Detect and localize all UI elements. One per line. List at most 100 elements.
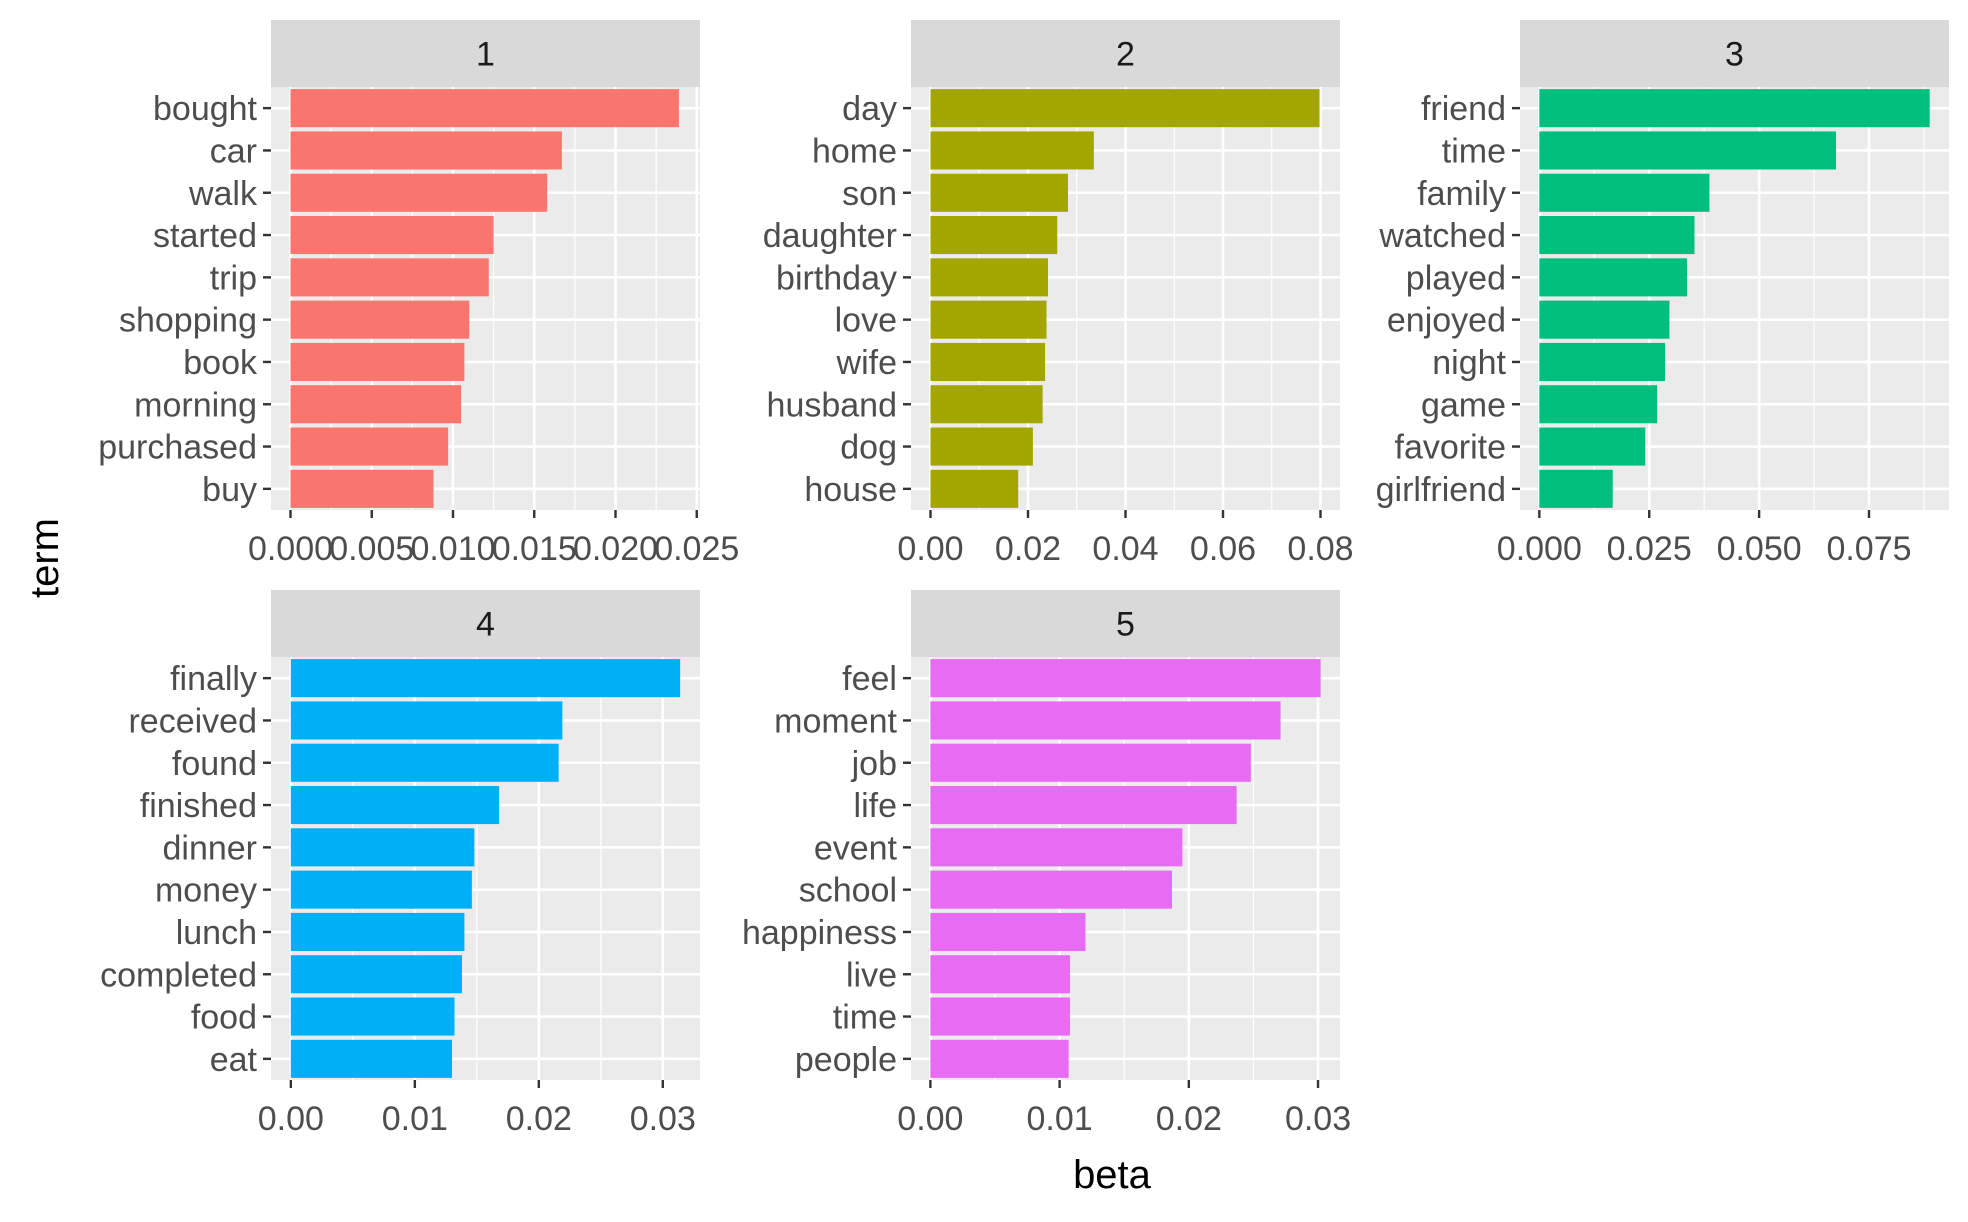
bar-finished	[290, 786, 500, 825]
bar-car	[290, 131, 562, 170]
term-label: night	[1432, 344, 1506, 382]
facet-strip	[271, 20, 700, 87]
x-tick-label: 0.00	[258, 1100, 324, 1138]
bar-completed	[290, 955, 462, 994]
bar-daughter	[930, 216, 1058, 255]
bar-house	[930, 469, 1019, 508]
term-label: completed	[100, 956, 257, 994]
term-label: received	[128, 702, 257, 740]
term-label: school	[799, 872, 897, 910]
term-label: game	[1421, 386, 1506, 424]
term-label: daughter	[763, 217, 897, 255]
x-tick-label: 0.000	[248, 530, 333, 568]
bar-live	[930, 955, 1070, 994]
facet-strip-label: 1	[476, 36, 495, 74]
facet-strip-label: 2	[1116, 36, 1135, 74]
bar-morning	[290, 385, 462, 424]
bar-event	[930, 828, 1183, 867]
term-label: bought	[153, 90, 258, 128]
term-label: friend	[1421, 90, 1506, 128]
term-label: son	[842, 175, 897, 213]
bar-life	[930, 786, 1237, 825]
bar-favorite	[1539, 427, 1646, 466]
term-label: happiness	[742, 914, 897, 952]
x-tick-label: 0.005	[329, 530, 414, 568]
bar-dinner	[290, 828, 475, 867]
bar-friend	[1539, 89, 1930, 128]
bar-bought	[290, 89, 679, 128]
term-label: live	[846, 956, 897, 994]
term-label: girlfriend	[1376, 471, 1506, 509]
x-tick-label: 0.08	[1287, 530, 1353, 568]
bar-lunch	[290, 912, 465, 951]
term-label: morning	[134, 386, 257, 424]
bar-played	[1539, 258, 1688, 297]
term-label: money	[155, 872, 257, 910]
x-axis-title: beta	[1073, 1153, 1152, 1197]
term-label: buy	[202, 471, 257, 509]
x-tick-label: 0.02	[506, 1100, 572, 1138]
term-label: lunch	[176, 914, 257, 952]
x-tick-label: 0.01	[1027, 1100, 1093, 1138]
bar-girlfriend	[1539, 469, 1613, 508]
bar-moment	[930, 701, 1281, 740]
bar-eat	[290, 1039, 453, 1078]
bar-birthday	[930, 258, 1048, 297]
term-label: feel	[842, 660, 897, 698]
bar-home	[930, 131, 1094, 170]
facet-panel-5: 5 feel moment job life event school happiness li…	[742, 590, 1351, 1138]
term-label: family	[1417, 175, 1506, 213]
bar-husband	[930, 385, 1043, 424]
x-tick-label: 0.000	[1497, 530, 1582, 568]
bar-found	[290, 743, 559, 782]
term-label: food	[191, 999, 257, 1037]
term-label: favorite	[1395, 429, 1507, 467]
term-label: played	[1406, 259, 1506, 297]
term-label: house	[804, 471, 897, 509]
bar-buy	[290, 469, 434, 508]
bar-feel	[930, 659, 1321, 698]
x-tick-label: 0.06	[1190, 530, 1256, 568]
bar-dog	[930, 427, 1033, 466]
x-tick-label: 0.02	[1156, 1100, 1222, 1138]
term-label: car	[210, 132, 257, 170]
term-label: husband	[767, 386, 897, 424]
bar-night	[1539, 342, 1666, 381]
bar-received	[290, 701, 563, 740]
bar-family	[1539, 173, 1710, 212]
term-label: enjoyed	[1387, 302, 1506, 340]
bar-people	[930, 1039, 1069, 1078]
term-label: watched	[1378, 217, 1506, 255]
x-tick-label: 0.03	[630, 1100, 696, 1138]
term-label: finally	[170, 660, 257, 698]
term-label: job	[851, 745, 897, 783]
y-axis-title: term	[23, 518, 67, 598]
term-label: time	[1442, 132, 1506, 170]
x-tick-label: 0.02	[995, 530, 1061, 568]
term-label: finished	[140, 787, 257, 825]
term-label: birthday	[776, 259, 897, 297]
term-label: event	[814, 829, 898, 867]
facet-panel-3: 3 friend time family watched played enjoyed nig…	[1376, 20, 1949, 568]
facet-strip-label: 3	[1725, 36, 1744, 74]
facet-strip	[911, 590, 1340, 657]
bar-wife	[930, 342, 1046, 381]
term-label: people	[795, 1041, 897, 1079]
term-label: walk	[188, 175, 258, 213]
term-label: home	[812, 132, 897, 170]
bar-time	[930, 997, 1070, 1036]
x-tick-label: 0.01	[382, 1100, 448, 1138]
term-label: dog	[840, 429, 897, 467]
facet-strip-label: 5	[1116, 606, 1135, 644]
facet-strip	[911, 20, 1340, 87]
bar-shopping	[290, 300, 470, 339]
bar-walk	[290, 173, 548, 212]
term-label: eat	[210, 1041, 258, 1079]
term-label: wife	[836, 344, 897, 382]
panels-layer: 1 bought car walk started trip shopping book mor…	[98, 20, 1949, 1138]
facet-strip	[1520, 20, 1949, 87]
term-label: trip	[210, 259, 257, 297]
bar-enjoyed	[1539, 300, 1670, 339]
term-label: purchased	[98, 429, 257, 467]
